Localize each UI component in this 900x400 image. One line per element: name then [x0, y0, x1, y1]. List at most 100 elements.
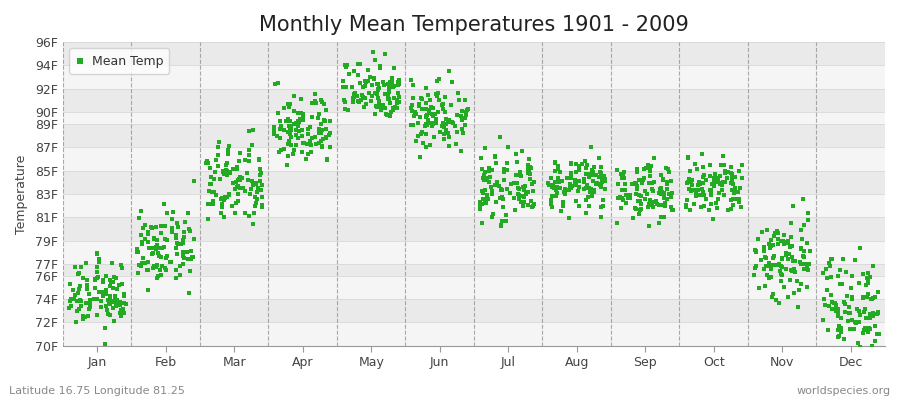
Mean Temp [214, 204, 229, 210]
Mean Temp [752, 285, 767, 292]
Mean Temp [231, 183, 246, 189]
Mean Temp [833, 329, 848, 336]
Mean Temp [685, 177, 699, 183]
Bar [63, 299, 885, 322]
Mean Temp [728, 196, 742, 202]
Mean Temp [696, 180, 710, 186]
Mean Temp [481, 196, 495, 202]
Mean Temp [136, 254, 150, 261]
Mean Temp [488, 152, 502, 159]
Mean Temp [380, 111, 394, 118]
Mean Temp [364, 82, 379, 88]
Mean Temp [767, 253, 781, 259]
Mean Temp [872, 330, 886, 337]
Mean Temp [87, 284, 102, 291]
Mean Temp [778, 266, 793, 272]
Mean Temp [474, 155, 489, 162]
Mean Temp [574, 160, 589, 167]
Mean Temp [157, 243, 171, 250]
Mean Temp [504, 180, 518, 187]
Mean Temp [365, 92, 380, 99]
Mean Temp [686, 187, 700, 193]
Mean Temp [731, 196, 745, 202]
Mean Temp [371, 81, 385, 88]
Mean Temp [97, 288, 112, 295]
Mean Temp [696, 164, 710, 170]
Mean Temp [869, 330, 884, 337]
Mean Temp [229, 200, 243, 206]
Mean Temp [594, 204, 608, 210]
Mean Temp [277, 146, 292, 152]
Mean Temp [784, 234, 798, 240]
Mean Temp [220, 151, 235, 158]
Mean Temp [640, 191, 654, 197]
Mean Temp [206, 176, 220, 182]
Mean Temp [426, 105, 440, 111]
Mean Temp [426, 121, 440, 127]
Mean Temp [494, 186, 508, 192]
Mean Temp [73, 282, 87, 289]
Mean Temp [485, 167, 500, 173]
Mean Temp [149, 264, 164, 270]
Mean Temp [351, 72, 365, 78]
Mean Temp [692, 179, 706, 185]
Mean Temp [315, 99, 329, 105]
Mean Temp [562, 215, 576, 222]
Mean Temp [308, 90, 322, 97]
Mean Temp [73, 296, 87, 303]
Mean Temp [354, 97, 368, 104]
Mean Temp [592, 155, 607, 162]
Mean Temp [857, 326, 871, 333]
Mean Temp [497, 168, 511, 175]
Mean Temp [638, 188, 652, 194]
Mean Temp [614, 205, 628, 211]
Mean Temp [249, 180, 264, 186]
Mean Temp [708, 200, 723, 206]
Mean Temp [631, 198, 645, 204]
Mean Temp [454, 117, 469, 124]
Mean Temp [699, 196, 714, 202]
Mean Temp [320, 156, 335, 163]
Mean Temp [209, 191, 223, 198]
Mean Temp [665, 190, 680, 196]
Mean Temp [301, 131, 315, 138]
Mean Temp [782, 244, 796, 251]
Mean Temp [166, 209, 180, 215]
Mean Temp [626, 181, 640, 187]
Mean Temp [238, 156, 252, 163]
Mean Temp [780, 256, 795, 262]
Mean Temp [415, 129, 429, 135]
Mean Temp [482, 164, 496, 171]
Mean Temp [747, 246, 761, 253]
Mean Temp [509, 159, 524, 166]
Mean Temp [698, 172, 712, 179]
Mean Temp [688, 192, 703, 199]
Mean Temp [281, 152, 295, 159]
Mean Temp [707, 179, 722, 185]
Mean Temp [485, 214, 500, 220]
Mean Temp [654, 191, 669, 198]
Mean Temp [861, 278, 876, 284]
Mean Temp [377, 82, 392, 88]
Mean Temp [287, 147, 302, 154]
Mean Temp [355, 92, 369, 98]
Mean Temp [868, 294, 883, 300]
Mean Temp [829, 304, 843, 310]
Mean Temp [208, 169, 222, 175]
Mean Temp [856, 294, 870, 300]
Mean Temp [664, 204, 679, 210]
Mean Temp [376, 78, 391, 85]
Mean Temp [843, 326, 858, 332]
Mean Temp [98, 341, 112, 347]
Mean Temp [595, 178, 609, 185]
Mean Temp [233, 174, 248, 180]
Mean Temp [660, 181, 674, 187]
Mean Temp [514, 172, 528, 179]
Mean Temp [148, 246, 163, 252]
Mean Temp [682, 206, 697, 213]
Mean Temp [96, 278, 111, 285]
Mean Temp [169, 275, 184, 281]
Mean Temp [317, 101, 331, 107]
Mean Temp [112, 282, 126, 288]
Mean Temp [454, 148, 468, 154]
